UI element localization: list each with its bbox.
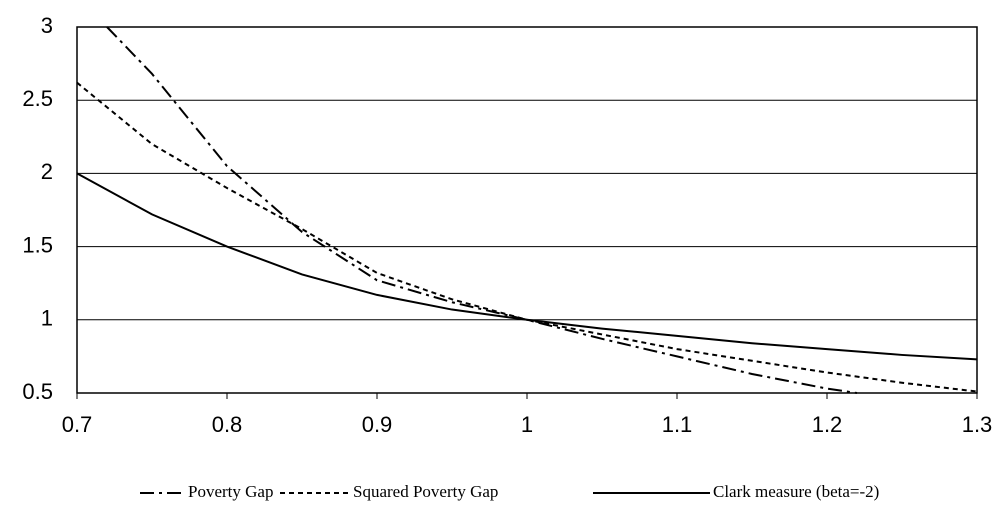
x-tick-label: 1 <box>521 412 533 437</box>
y-tick-label: 0.5 <box>22 379 53 404</box>
y-tick-label: 2 <box>41 159 53 184</box>
x-tick-label: 1.2 <box>812 412 843 437</box>
x-tick-label: 1.1 <box>662 412 693 437</box>
series-line <box>76 172 978 361</box>
y-tick-label: 3 <box>41 13 53 38</box>
series-line <box>76 81 978 393</box>
series-line <box>106 26 858 394</box>
y-tick-label: 1.5 <box>22 232 53 257</box>
x-tick-label: 1.3 <box>962 412 993 437</box>
plot-frame <box>76 26 978 394</box>
y-tick-label: 1 <box>41 306 53 331</box>
legend-text: Squared Poverty Gap <box>353 482 498 501</box>
x-tick-label: 0.8 <box>212 412 243 437</box>
legend-text: Clark measure (beta=-2) <box>713 482 879 501</box>
y-tick-label: 2.5 <box>22 86 53 111</box>
x-tick-label: 0.7 <box>62 412 93 437</box>
legend-text: Poverty Gap <box>188 482 273 501</box>
x-tick-label: 0.9 <box>362 412 393 437</box>
